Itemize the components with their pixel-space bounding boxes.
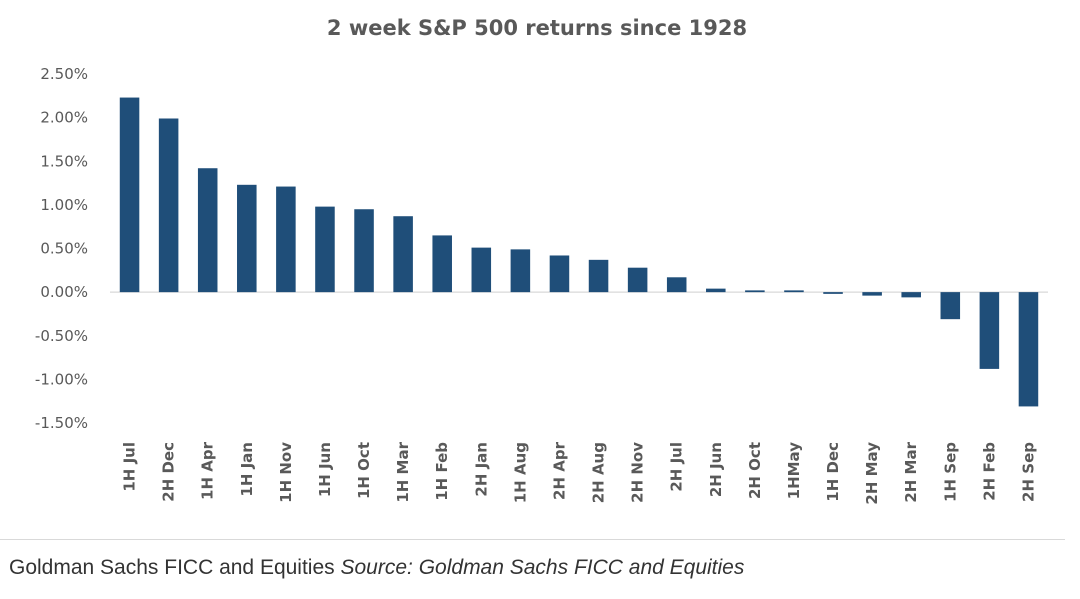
bar — [706, 288, 726, 293]
bar — [510, 249, 531, 293]
caption-divider — [0, 539, 1065, 540]
bar — [354, 209, 374, 293]
y-tick-label: -1.50% — [35, 414, 88, 432]
bar — [197, 168, 218, 293]
bar — [901, 292, 921, 298]
bar — [940, 292, 961, 320]
bar — [862, 292, 882, 296]
y-tick-label: 0.50% — [40, 240, 88, 258]
x-tick-label: 1H Oct — [355, 442, 373, 499]
bar — [588, 259, 609, 293]
y-tick-label: 2.50% — [40, 65, 88, 83]
x-tick-label: 2H Jul — [668, 442, 686, 492]
y-tick-label: 1.00% — [40, 196, 88, 214]
caption-source: Source: Goldman Sachs FICC and Equities — [340, 556, 745, 579]
y-tick-label: -0.50% — [35, 327, 88, 345]
bar — [393, 216, 413, 293]
x-tick-label: 2H Jan — [472, 442, 490, 497]
x-tick-label: 2H Oct — [746, 442, 764, 499]
x-tick-label: 1H Nov — [277, 442, 295, 503]
x-tick-label: 1H Jun — [316, 442, 334, 497]
x-tick-label: 2H Apr — [550, 441, 568, 500]
bar — [823, 292, 843, 294]
bar-chart: 2 week S&P 500 returns since 1928 2.50%2… — [35, 16, 1048, 505]
x-tick-label: 1H Feb — [433, 442, 451, 501]
y-tick-label: 0.00% — [40, 283, 88, 301]
x-tick-label: 1H Sep — [941, 442, 959, 502]
x-tick-label: 2H Feb — [980, 442, 998, 501]
bar — [1018, 292, 1039, 407]
chart-container: 2 week S&P 500 returns since 1928 2.50% 2… — [35, 16, 1048, 505]
bar — [784, 290, 804, 293]
caption-text: Goldman Sachs FICC and Equities — [9, 556, 335, 579]
y-tick-label: 1.50% — [40, 152, 88, 170]
x-axis: 1H Jul 2H Dec 1H Apr 1H Jan 1H Nov 1H Jun 1H O… — [121, 441, 1038, 504]
x-tick-label: 1H Jul — [121, 442, 139, 492]
y-axis: 2.50% 2.00% 1.50% 1.00% 0.50% 0.00% -0.50% -1.0… — [35, 65, 1048, 432]
x-tick-label: 1HMay — [785, 442, 803, 500]
x-tick-label: 1H Dec — [824, 442, 842, 502]
y-tick-label: -1.00% — [35, 370, 88, 388]
chart-title: 2 week S&P 500 returns since 1928 — [327, 16, 747, 40]
bar — [432, 235, 452, 293]
caption: Goldman Sachs FICC and Equities Source: … — [9, 556, 744, 580]
x-tick-label: 2H Sep — [1019, 442, 1037, 502]
x-tick-label: 2H Dec — [160, 442, 178, 502]
x-tick-label: 2H Mar — [902, 441, 920, 502]
bar — [666, 277, 687, 293]
bar — [549, 255, 570, 293]
x-tick-label: 2H May — [863, 442, 881, 505]
bars — [119, 97, 1039, 407]
x-tick-label: 1H Aug — [511, 442, 529, 503]
bar — [979, 292, 1000, 369]
bar — [471, 247, 492, 293]
x-tick-label: 2H Nov — [629, 442, 647, 503]
x-tick-label: 2H Jun — [707, 442, 725, 497]
bar — [315, 206, 335, 293]
x-tick-label: 1H Mar — [394, 441, 412, 502]
bar — [119, 97, 140, 293]
bar — [237, 184, 257, 293]
bar — [745, 290, 765, 293]
bar — [276, 186, 296, 293]
x-tick-label: 1H Jan — [238, 442, 256, 497]
x-tick-label: 2H Aug — [590, 442, 608, 503]
y-tick-label: 2.00% — [40, 109, 88, 127]
bar — [627, 267, 648, 293]
x-tick-label: 1H Apr — [199, 441, 217, 500]
bar — [158, 118, 179, 293]
